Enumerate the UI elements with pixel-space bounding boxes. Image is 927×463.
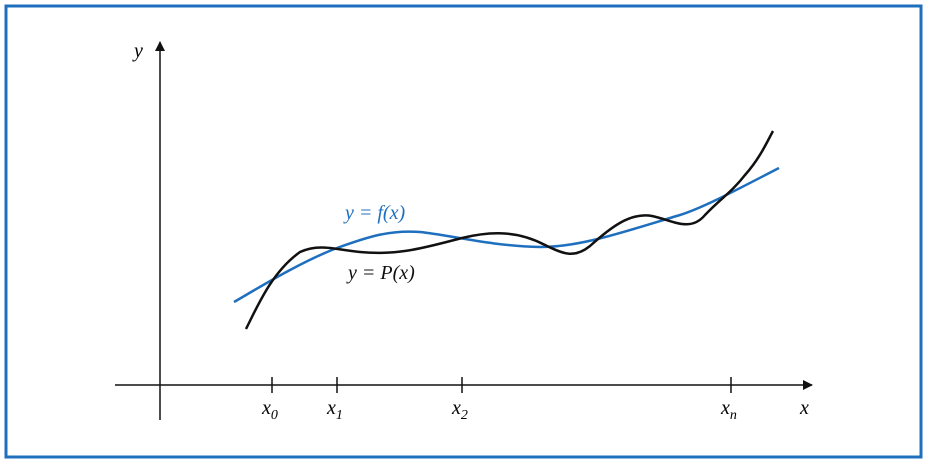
ticks: x0 x1 x2 xn — [261, 377, 737, 423]
tick-base: x — [720, 397, 730, 419]
tick-label: x0 — [261, 397, 278, 423]
tick-base: x — [451, 397, 461, 419]
tick-sub: 0 — [271, 408, 278, 423]
curve-p-label: y = P(x) — [346, 262, 415, 284]
x-axis-label: x — [799, 397, 809, 419]
tick-sub: 1 — [336, 408, 343, 423]
frame — [4, 4, 923, 459]
y-axis-label: y — [132, 40, 143, 62]
curve-p — [244, 130, 775, 330]
tick-base: x — [261, 397, 271, 419]
tick-label: x2 — [451, 397, 468, 423]
tick-sub: 2 — [461, 408, 468, 423]
tick-base: x — [326, 397, 336, 419]
curve-f-label: y = f(x) — [343, 202, 405, 224]
tick-label: xn — [720, 397, 737, 423]
tick-sub: n — [730, 408, 737, 423]
tick-label: x1 — [326, 397, 343, 423]
curve-f — [233, 166, 780, 304]
